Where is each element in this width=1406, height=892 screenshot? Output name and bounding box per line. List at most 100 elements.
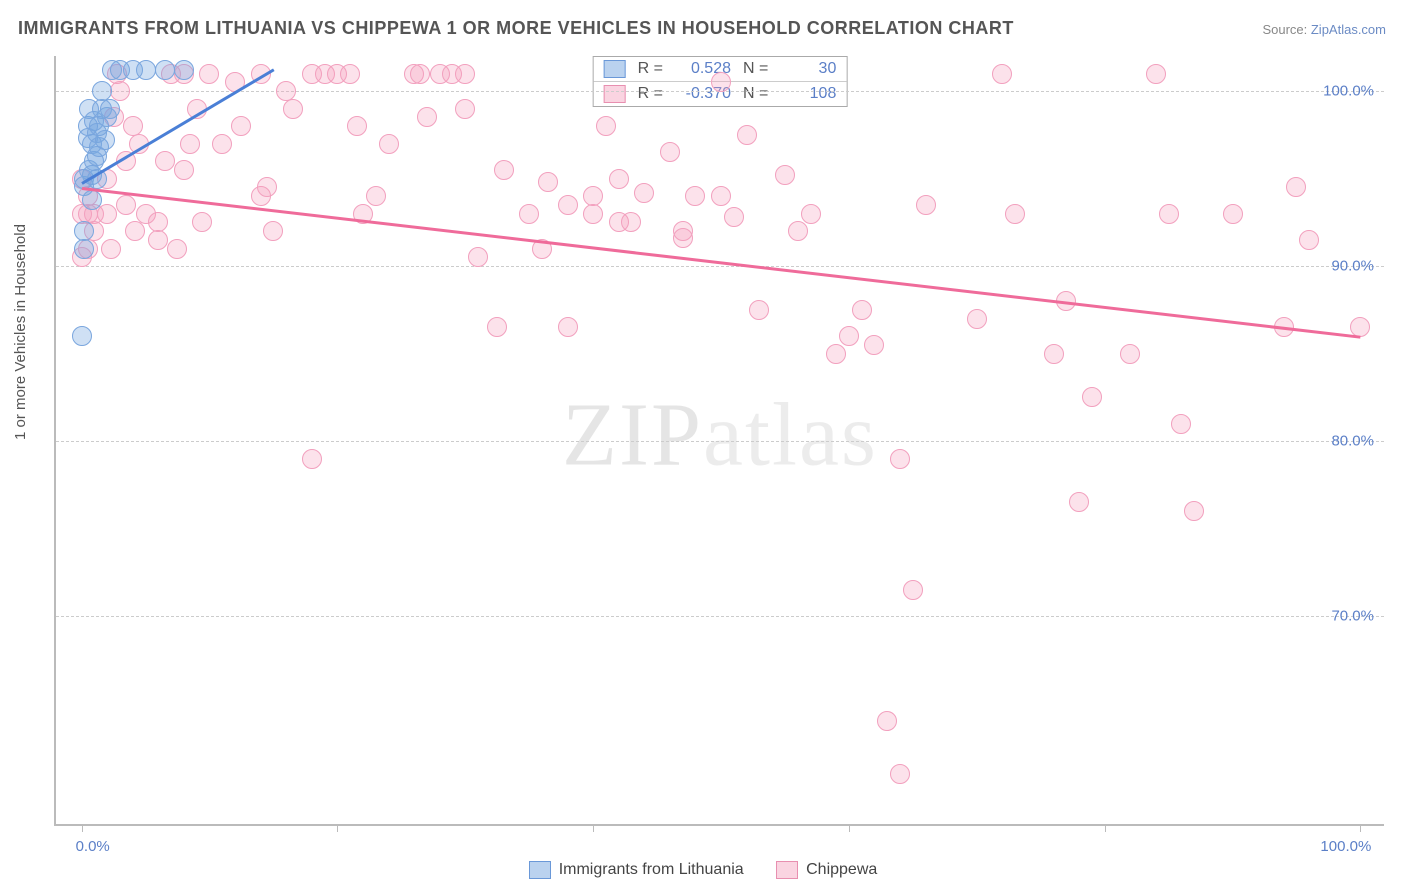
data-point-blue [136,60,156,80]
watermark: ZIPatlas [562,383,878,486]
watermark-right: atlas [703,385,878,484]
data-point-pink [864,335,884,355]
data-point-pink [110,81,130,101]
swatch-pink [776,861,798,879]
data-point-pink [685,186,705,206]
data-point-pink [1184,501,1204,521]
data-point-pink [673,228,693,248]
r-label: R = [638,60,663,78]
data-point-pink [621,212,641,232]
data-point-pink [1082,387,1102,407]
swatch-pink [604,85,626,103]
data-point-pink [455,99,475,119]
x-tick [1360,824,1361,832]
data-point-pink [890,764,910,784]
data-point-pink [101,239,121,259]
data-point-pink [263,221,283,241]
data-point-pink [494,160,514,180]
data-point-pink [890,449,910,469]
gridline [56,616,1384,617]
data-point-pink [192,212,212,232]
legend-label-blue: Immigrants from Lithuania [559,861,744,879]
data-point-pink [775,165,795,185]
data-point-pink [125,221,145,241]
data-point-pink [283,99,303,119]
data-point-pink [1044,344,1064,364]
data-point-pink [155,151,175,171]
data-point-pink [609,169,629,189]
data-point-pink [487,317,507,337]
data-point-pink [212,134,232,154]
data-point-pink [340,64,360,84]
x-tick-label: 0.0% [76,838,110,855]
data-point-pink [180,134,200,154]
data-point-pink [538,172,558,192]
data-point-pink [711,186,731,206]
data-point-pink [660,142,680,162]
x-tick [337,824,338,832]
data-point-pink [1120,344,1140,364]
data-point-pink [724,207,744,227]
plot-area: ZIPatlas R = 0.528 N = 30 R = -0.370 N =… [54,56,1384,826]
data-point-pink [97,204,117,224]
data-point-pink [583,204,603,224]
data-point-pink [410,64,430,84]
data-point-pink [558,195,578,215]
data-point-pink [167,239,187,259]
data-point-pink [826,344,846,364]
data-point-pink [634,183,654,203]
data-point-pink [877,711,897,731]
data-point-pink [116,195,136,215]
data-point-pink [417,107,437,127]
data-point-pink [737,125,757,145]
data-point-pink [788,221,808,241]
data-point-blue [74,239,94,259]
data-point-pink [558,317,578,337]
data-point-pink [302,449,322,469]
x-tick-label: 100.0% [1320,838,1371,855]
data-point-pink [366,186,386,206]
y-tick-label: 100.0% [1323,83,1374,100]
chart-title: IMMIGRANTS FROM LITHUANIA VS CHIPPEWA 1 … [18,18,1014,39]
data-point-pink [1171,414,1191,434]
data-point-pink [347,116,367,136]
data-point-pink [967,309,987,329]
y-tick-label: 90.0% [1331,258,1374,275]
data-point-pink [199,64,219,84]
y-axis-label: 1 or more Vehicles in Household [12,224,29,440]
data-point-pink [596,116,616,136]
data-point-blue [95,130,115,150]
data-point-pink [852,300,872,320]
data-point-blue [72,326,92,346]
bottom-legend: Immigrants from Lithuania Chippewa [0,861,1406,884]
data-point-pink [231,116,251,136]
data-point-pink [1299,230,1319,250]
n-label: N = [743,85,768,103]
x-tick [849,824,850,832]
gridline [56,441,1384,442]
x-tick [593,824,594,832]
data-point-pink [148,212,168,232]
data-point-pink [468,247,488,267]
legend-item-pink: Chippewa [776,861,877,879]
n-label: N = [743,60,768,78]
data-point-pink [1286,177,1306,197]
data-point-pink [148,230,168,250]
x-tick [1105,824,1106,832]
source-link[interactable]: ZipAtlas.com [1311,22,1386,37]
data-point-pink [711,72,731,92]
data-point-pink [1146,64,1166,84]
data-point-pink [903,580,923,600]
r-label: R = [638,85,663,103]
swatch-blue [529,861,551,879]
swatch-blue [604,60,626,78]
data-point-pink [519,204,539,224]
data-point-blue [174,60,194,80]
legend-label-pink: Chippewa [806,861,877,879]
data-point-pink [839,326,859,346]
y-tick-label: 80.0% [1331,433,1374,450]
gridline [56,266,1384,267]
data-point-blue [82,190,102,210]
data-point-pink [1223,204,1243,224]
source-attribution: Source: ZipAtlas.com [1262,22,1386,37]
